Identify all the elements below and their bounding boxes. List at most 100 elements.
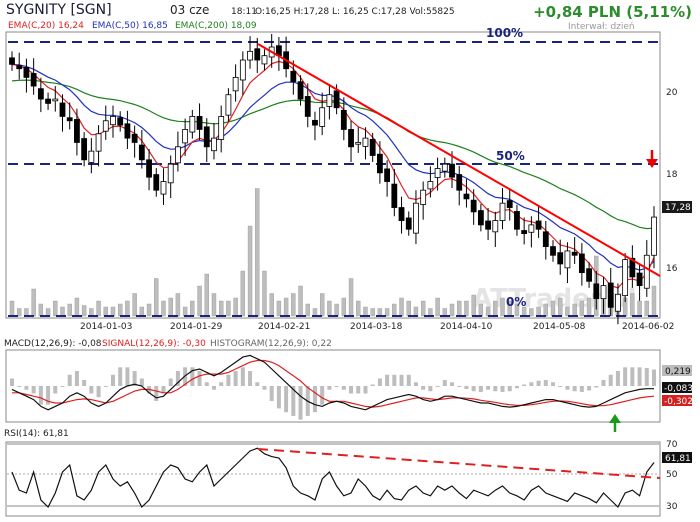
volume-bar: [500, 297, 505, 317]
candle-body: [102, 120, 109, 132]
trend-line: [257, 43, 661, 277]
macd-histogram-bar: [377, 378, 382, 386]
volume-bar: [283, 297, 289, 317]
volume-bar: [298, 285, 303, 317]
volume-bar: [471, 294, 476, 317]
candle-body: [535, 220, 542, 230]
rsi-tick: 61,81: [665, 454, 691, 464]
volume-bar: [67, 303, 72, 317]
volume-bar: [428, 308, 433, 317]
candle-body: [95, 133, 102, 152]
date-tick: 2014-01-29: [170, 322, 223, 332]
volume-bar: [485, 306, 491, 317]
volume-bar: [9, 300, 15, 317]
macd-histogram-bar: [175, 371, 180, 386]
macd-histogram-bar: [298, 386, 303, 420]
macd-histogram-bar: [183, 367, 188, 386]
candle-body: [52, 98, 59, 102]
candle-body: [434, 168, 441, 179]
macd-histogram-bar: [233, 371, 238, 386]
candle-body: [607, 282, 614, 308]
volume-bar: [17, 308, 22, 317]
macd-histogram-bar: [82, 380, 87, 386]
candle-body: [586, 268, 592, 282]
macd-histogram-bar: [356, 386, 361, 394]
macd-histogram-bar: [385, 374, 390, 386]
candle-body: [247, 50, 253, 61]
macd-histogram-bar: [10, 378, 14, 386]
macd-histogram-bar: [370, 384, 375, 386]
candle-body: [651, 216, 657, 256]
volume-bar: [348, 278, 354, 317]
volume-bar: [81, 305, 87, 317]
macd-histogram-bar: [53, 386, 58, 394]
candle-body: [30, 73, 37, 87]
volume-bar: [125, 300, 130, 317]
macd-histogram-bar: [60, 386, 65, 387]
candle-body: [348, 129, 354, 148]
macd-histogram-bar: [67, 374, 72, 386]
price-panel: [5, 31, 661, 319]
macd-histogram-bar: [579, 386, 584, 392]
macd-histogram-bar: [413, 382, 418, 386]
macd-histogram-bar: [522, 384, 527, 386]
candle-body: [449, 163, 455, 178]
macd-histogram-bar: [457, 386, 462, 387]
candle-body: [138, 144, 145, 161]
volume-bar: [96, 300, 101, 317]
volume-bar: [103, 306, 108, 317]
candle-body: [218, 116, 225, 140]
volume-bar: [449, 303, 455, 317]
candle-body: [37, 88, 44, 100]
volume-bar: [247, 225, 253, 317]
macd-histogram-bar: [536, 380, 541, 386]
ticker-title: SYGNITY [SGN]: [6, 2, 112, 18]
candle-body: [333, 90, 340, 109]
candle-body: [153, 174, 160, 191]
macd-histogram-bar: [341, 386, 346, 390]
macd-histogram-bar: [327, 386, 332, 390]
volume-bar: [464, 300, 469, 317]
volume-bar: [154, 278, 159, 317]
candle-body: [564, 250, 571, 269]
volume-bar: [651, 285, 657, 317]
date-tick: 2014-05-08: [533, 322, 586, 332]
rsi-line: [11, 447, 655, 508]
macd-histogram-bar: [291, 386, 296, 416]
price-tick: 20: [666, 88, 678, 98]
macd-histogram-bar: [31, 386, 36, 394]
candle-body: [182, 129, 189, 144]
volume-bar: [269, 293, 274, 317]
volume-bar: [493, 300, 498, 317]
candle-body: [571, 251, 578, 256]
volume-bar: [586, 297, 592, 317]
macd-tick: -0,083: [664, 384, 693, 394]
legend-ema200: EMA(C,200) 18,09: [175, 21, 257, 31]
volume-bar: [197, 285, 202, 317]
candle-body: [441, 163, 448, 172]
candle-body: [485, 220, 491, 230]
candle-body: [66, 117, 73, 122]
down-arrow-icon: [646, 150, 658, 168]
macd-histogram-bar: [168, 378, 173, 386]
volume-bar: [74, 297, 80, 317]
volume-bar: [262, 270, 267, 317]
rsi-trend-line: [257, 448, 661, 479]
last-price-box: [662, 201, 692, 213]
volume-bar: [161, 300, 166, 317]
volume-bar: [637, 300, 642, 317]
candle-body: [550, 246, 556, 256]
macd-histogram-bar: [486, 386, 491, 390]
rsi-axis: 70 61,81 50 30: [662, 440, 692, 512]
macd-histogram-bar: [139, 378, 144, 386]
candle-body: [290, 70, 297, 83]
candle-body: [117, 117, 124, 126]
macd-histogram-bar: [269, 386, 274, 401]
macd-histogram-bar: [594, 386, 599, 388]
macd-histogram-bar: [276, 386, 281, 409]
macd-histogram-bar: [103, 386, 108, 387]
volume-bar: [211, 293, 217, 317]
macd-panel: [5, 349, 661, 423]
candle-body: [420, 189, 427, 205]
candle-body: [45, 98, 51, 104]
